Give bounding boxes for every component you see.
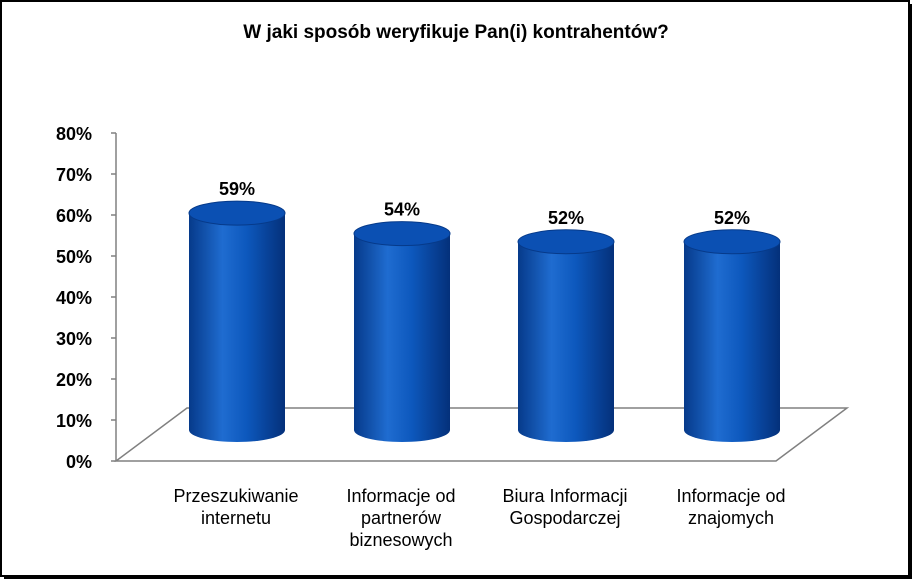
y-tick-label: 0% bbox=[66, 452, 92, 472]
y-tick-label: 30% bbox=[56, 329, 92, 349]
bars bbox=[188, 200, 781, 442]
y-tick-label: 20% bbox=[56, 370, 92, 390]
category-label-line: biznesowych bbox=[349, 530, 452, 550]
value-label: 52% bbox=[548, 208, 584, 228]
floor-plane bbox=[113, 407, 850, 462]
bar-body bbox=[684, 241, 780, 442]
category-label-line: Informacje od bbox=[346, 486, 455, 506]
chart-shadow-right bbox=[909, 4, 912, 579]
category-label-line: Przeszukiwanie bbox=[173, 486, 298, 506]
bar-top bbox=[517, 229, 615, 255]
value-label: 52% bbox=[714, 208, 750, 228]
chart-title: W jaki sposób weryfikuje Pan(i) kontrahe… bbox=[243, 22, 668, 43]
y-tick-label: 80% bbox=[56, 124, 92, 144]
category-label: Informacje od partnerów biznesowych bbox=[346, 486, 455, 550]
value-labels: 59% 54% 52% 52% bbox=[219, 179, 750, 228]
category-label-line: internetu bbox=[201, 508, 271, 528]
bar-body bbox=[354, 233, 450, 442]
bar-top bbox=[683, 229, 781, 255]
y-tick-label: 60% bbox=[56, 206, 92, 226]
y-tick-label: 40% bbox=[56, 288, 92, 308]
y-tick-label: 10% bbox=[56, 411, 92, 431]
y-tick-label: 70% bbox=[56, 165, 92, 185]
value-label: 54% bbox=[384, 200, 420, 220]
bar-body bbox=[189, 213, 285, 442]
category-label: Przeszukiwanie internetu bbox=[173, 486, 298, 528]
bar bbox=[517, 229, 615, 442]
bar bbox=[188, 200, 286, 442]
category-label-line: partnerów bbox=[361, 508, 442, 528]
bar-top bbox=[188, 200, 286, 226]
y-tick-label: 50% bbox=[56, 247, 92, 267]
chart-floor bbox=[113, 407, 850, 462]
bar-top bbox=[353, 221, 451, 247]
chart-shadow-bottom bbox=[4, 576, 912, 579]
category-label: Informacje od znajomych bbox=[676, 486, 785, 528]
bar-body bbox=[518, 241, 614, 442]
category-label-line: Biura Informacji bbox=[502, 486, 627, 506]
category-label-line: Informacje od bbox=[676, 486, 785, 506]
category-label-line: Gospodarczej bbox=[509, 508, 620, 528]
y-axis: 0% 10% 20% 30% 40% 50% 60% 70% 80% bbox=[56, 124, 117, 472]
category-label-line: znajomych bbox=[688, 508, 774, 528]
category-label: Biura Informacji Gospodarczej bbox=[502, 486, 627, 528]
value-label: 59% bbox=[219, 179, 255, 199]
bar bbox=[353, 221, 451, 442]
bar bbox=[683, 229, 781, 442]
